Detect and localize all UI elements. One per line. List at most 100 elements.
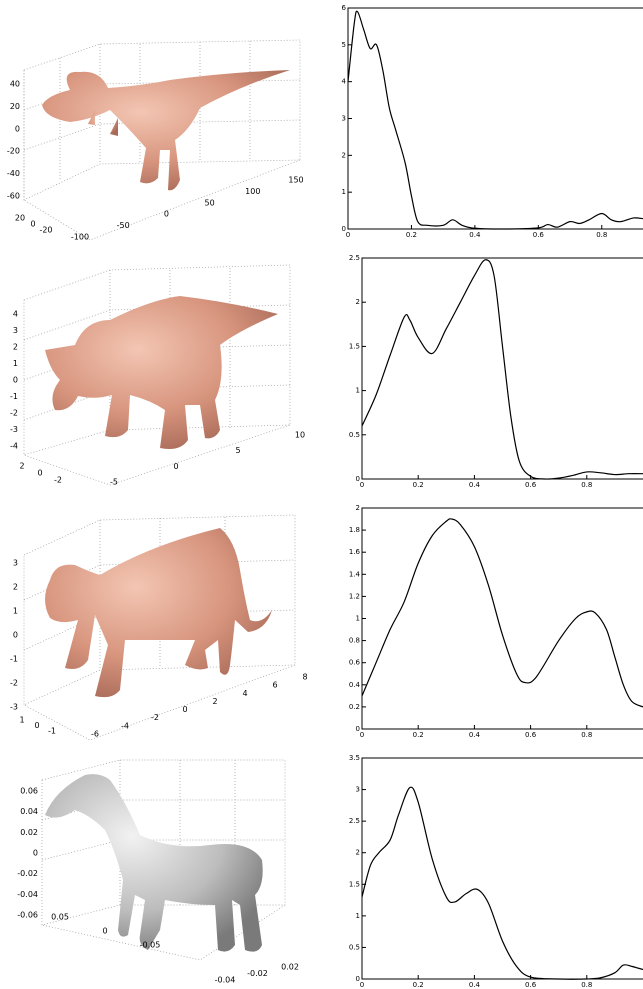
x-tick-label: 0.2 bbox=[413, 981, 424, 989]
y-tick-label: 0.2 bbox=[349, 703, 360, 711]
model-tick-label: -2 bbox=[54, 476, 62, 485]
x-tick-label: 0.2 bbox=[406, 231, 417, 239]
model-tick-label: -2 bbox=[10, 679, 18, 688]
model-tick-label: -1 bbox=[10, 655, 18, 664]
model-tick-label: 1 bbox=[13, 607, 18, 616]
y-tick-label: 1 bbox=[356, 387, 360, 395]
model-tick-label: 0.02 bbox=[20, 828, 38, 837]
y-tick-label: 0 bbox=[356, 725, 360, 733]
model-tick-label: 0.04 bbox=[20, 807, 38, 816]
x-tick-label: 0.6 bbox=[533, 231, 545, 239]
x-tick-label: 0.4 bbox=[469, 481, 481, 489]
y-tick-label: 2.5 bbox=[349, 817, 360, 825]
x-tick-label: 0 bbox=[360, 481, 364, 489]
model-tick-label: 0.02 bbox=[281, 963, 299, 972]
model-tick-label: -50 bbox=[117, 221, 130, 230]
model-tick-label: 0 bbox=[13, 376, 18, 385]
model-tick-label: -0.04 bbox=[215, 976, 236, 985]
model-tick-label: 100 bbox=[245, 187, 260, 196]
series-line bbox=[347, 10, 643, 230]
model-tick-label: -5 bbox=[110, 478, 118, 487]
y-tick-label: 1.2 bbox=[349, 592, 360, 600]
x-tick-label: 0.2 bbox=[413, 731, 424, 739]
model-tick-label: 2 bbox=[13, 343, 18, 352]
model-tick-label: 0 bbox=[182, 705, 187, 714]
model-tick-label: -20 bbox=[7, 147, 20, 156]
model-tick-label: 150 bbox=[288, 176, 303, 185]
x-tick-label: 0.6 bbox=[525, 481, 537, 489]
y-tick-label: 1 bbox=[342, 188, 346, 196]
model-tick-label: 3 bbox=[13, 559, 18, 568]
model-tick-label: 0 bbox=[34, 721, 39, 730]
model-tick-label: 4 bbox=[13, 310, 18, 319]
y-tick-label: 4 bbox=[342, 78, 347, 86]
model-tick-label: 2 bbox=[212, 697, 217, 706]
model-tick-label: 0.05 bbox=[51, 913, 69, 922]
y-tick-label: 3.5 bbox=[349, 754, 360, 762]
grid-box bbox=[23, 39, 301, 961]
model-tick-label: -0.02 bbox=[247, 969, 268, 978]
x-tick-label: 0.4 bbox=[469, 731, 481, 739]
x-tick-label: 0.8 bbox=[581, 481, 592, 489]
y-tick-label: 1.8 bbox=[349, 526, 360, 534]
model-tick-label: 5 bbox=[235, 446, 240, 455]
y-tick-label: 2 bbox=[342, 151, 346, 159]
y-tick-label: 1 bbox=[356, 615, 360, 623]
y-tick-label: 0.6 bbox=[349, 659, 361, 667]
model-tick-label: 50 bbox=[205, 198, 215, 207]
y-tick-label: 2 bbox=[356, 849, 360, 857]
y-tick-label: 3 bbox=[356, 786, 360, 794]
x-tick-label: 0.4 bbox=[469, 231, 481, 239]
x-tick-label: 0.6 bbox=[525, 731, 537, 739]
y-tick-label: 2 bbox=[356, 504, 360, 512]
x-tick-label: 0 bbox=[360, 981, 364, 989]
model-tick-label: -4 bbox=[121, 721, 129, 730]
model-tick-label: 1 bbox=[13, 359, 18, 368]
model-tick-label: -3 bbox=[10, 703, 18, 712]
model-tick-label: 0 bbox=[15, 124, 20, 133]
y-tick-label: 0.8 bbox=[349, 637, 360, 645]
model-tick-label: -1 bbox=[10, 392, 18, 401]
x-tick-label: 0 bbox=[360, 731, 364, 739]
lion-model bbox=[45, 528, 272, 698]
x-tick-label: 0.8 bbox=[581, 981, 592, 989]
y-tick-label: 1.4 bbox=[349, 570, 361, 578]
model-tick-label: 0 bbox=[173, 462, 178, 471]
model-tick-label: 20 bbox=[10, 102, 20, 111]
series-line bbox=[361, 518, 643, 708]
y-tick-label: 0.4 bbox=[349, 681, 361, 689]
x-tick-label: 0 bbox=[346, 231, 350, 239]
model-tick-label: 2 bbox=[19, 462, 24, 471]
triceratops-model bbox=[45, 296, 278, 449]
plot-frame bbox=[361, 257, 643, 480]
model-tick-label: 0 bbox=[37, 469, 42, 478]
y-tick-label: 0 bbox=[342, 225, 346, 233]
x-tick-label: 0.2 bbox=[413, 481, 424, 489]
y-tick-label: 1.5 bbox=[349, 880, 360, 888]
plot-frame bbox=[361, 757, 643, 980]
model-tick-label: -2 bbox=[10, 409, 18, 418]
model-tick-label: 0 bbox=[102, 927, 107, 936]
model-tick-label: 4 bbox=[242, 689, 247, 698]
y-tick-label: 5 bbox=[342, 41, 346, 49]
model-tick-label: 40 bbox=[10, 80, 20, 89]
model-tick-label: -6 bbox=[91, 730, 99, 739]
dinosaur-model bbox=[42, 70, 290, 191]
model-tick-label: -1 bbox=[48, 727, 56, 736]
y-tick-label: 1.6 bbox=[349, 548, 361, 556]
model-tick-label: -0.02 bbox=[17, 869, 38, 878]
y-tick-label: 6 bbox=[342, 4, 347, 12]
y-tick-label: 2.5 bbox=[349, 254, 360, 262]
model-tick-label: -40 bbox=[7, 169, 20, 178]
y-tick-label: 0 bbox=[356, 975, 360, 983]
x-tick-label: 0.8 bbox=[581, 731, 592, 739]
y-tick-label: 0.5 bbox=[349, 431, 360, 439]
y-tick-label: 3 bbox=[342, 115, 346, 123]
y-tick-label: 0 bbox=[356, 475, 360, 483]
horse-model bbox=[45, 774, 263, 952]
model-tick-label: -0.06 bbox=[17, 911, 38, 920]
y-tick-label: 0.5 bbox=[349, 943, 360, 951]
model-tick-label: -3 bbox=[10, 425, 18, 434]
x-tick-label: 0.6 bbox=[525, 981, 537, 989]
